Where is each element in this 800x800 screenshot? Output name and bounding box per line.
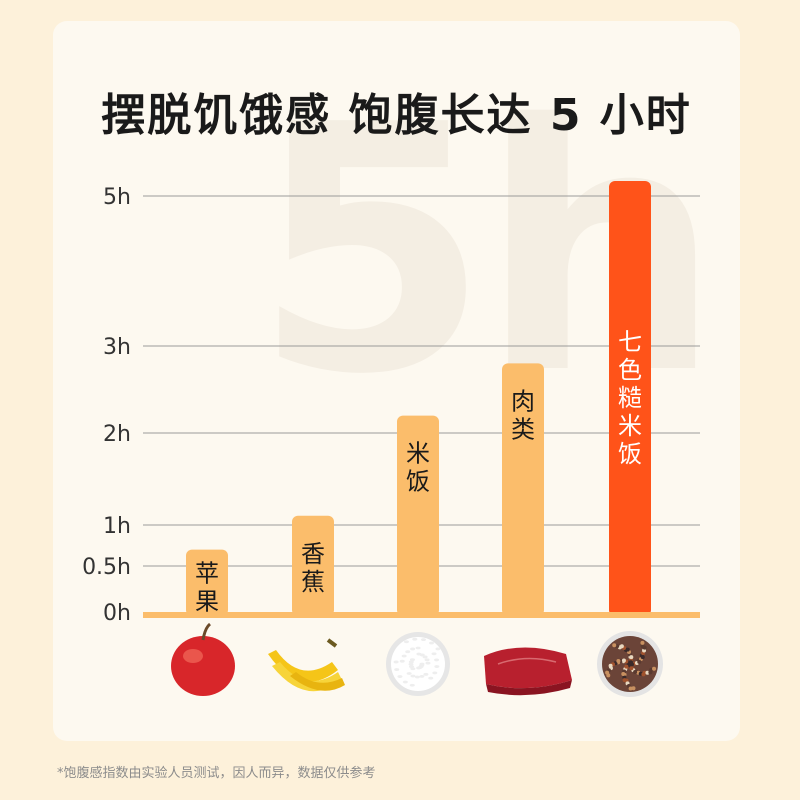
bar (502, 363, 544, 616)
bar-category-label: 七色糙米饭 (618, 328, 642, 468)
y-tick-label: 5h (103, 185, 131, 210)
mixed-grain-rice-icon (597, 631, 663, 697)
bar-category-label: 米饭 (406, 440, 430, 496)
bar (397, 415, 439, 616)
bar-category-label: 香蕉 (301, 540, 325, 596)
banana-icon (268, 638, 345, 692)
baseline (143, 612, 700, 618)
rice-bowl-icon (386, 632, 450, 696)
bar (292, 515, 334, 616)
footnote: *饱腹感指数由实验人员测试，因人而异，数据仅供参考 (57, 766, 376, 781)
bar-category-label: 肉类 (511, 387, 535, 443)
y-tick-label: 2h (103, 422, 131, 447)
y-tick-label: 3h (103, 335, 131, 360)
y-tick-label: 0h (103, 601, 131, 626)
bar (186, 549, 228, 616)
bar-category-label: 苹果 (195, 560, 219, 616)
beef-steak-icon (484, 647, 572, 696)
apple-icon (171, 622, 235, 696)
y-tick-label: 0.5h (82, 555, 131, 580)
page-title: 摆脱饥饿感 饱腹长达 5 小时 (101, 90, 692, 141)
y-tick-label: 1h (103, 514, 131, 539)
bar (609, 181, 651, 616)
